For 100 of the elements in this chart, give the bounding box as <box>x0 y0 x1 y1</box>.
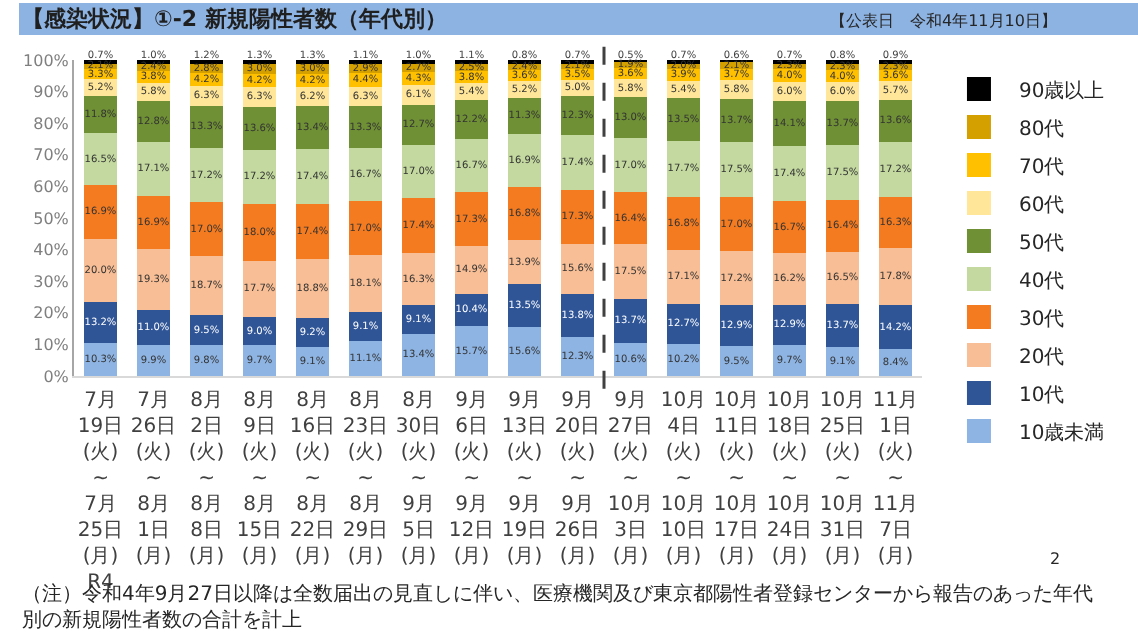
legend-label: 10歳未満 <box>1018 420 1105 445</box>
bar <box>720 98 753 142</box>
bar <box>508 240 541 285</box>
bar <box>720 305 753 346</box>
bar <box>190 105 223 148</box>
chart-title: 【感染状況】①-2 新規陽性者数（年代別） <box>22 6 447 32</box>
x-tick-label: 8月 30日 (火) ~ 9月 5日 (月) <box>395 390 442 568</box>
y-tick-label: 90% <box>33 83 70 102</box>
y-tick-label: 80% <box>33 114 70 133</box>
y-tick-label: 40% <box>33 241 70 260</box>
bar <box>402 253 435 305</box>
bar <box>826 101 859 145</box>
bar <box>667 249 700 304</box>
legend-label: 50代 <box>1018 232 1065 255</box>
bar <box>402 144 435 199</box>
bar <box>773 200 806 254</box>
bar <box>137 248 170 310</box>
bar <box>243 260 276 317</box>
x-tick-label: 8月 16日 (火) ~ 8月 22日 (月) <box>289 390 336 568</box>
legend-label: 80代 <box>1018 118 1065 141</box>
bar <box>508 133 541 188</box>
bar <box>402 104 435 145</box>
bar <box>773 253 806 305</box>
bar <box>137 141 170 196</box>
y-tick-label: 60% <box>33 178 70 196</box>
bar <box>614 192 647 244</box>
bar <box>508 284 541 327</box>
bar <box>190 202 223 256</box>
bar <box>243 345 276 376</box>
bar <box>455 326 488 376</box>
bar <box>402 198 435 254</box>
bar <box>826 303 859 348</box>
bar <box>614 299 647 343</box>
bar <box>296 258 329 319</box>
bar <box>561 244 594 294</box>
bar <box>84 185 117 239</box>
bar <box>561 337 594 376</box>
y-tick-label: 0% <box>43 367 70 386</box>
bar <box>455 246 488 294</box>
bar <box>614 138 647 193</box>
x-tick-label: 8月 2日 (火) ~ 8月 8日 (月) <box>188 390 225 568</box>
bar <box>773 145 806 201</box>
bar <box>667 303 700 344</box>
bar <box>508 326 541 376</box>
bar <box>455 191 488 247</box>
x-tick-label: 10月 4日 (火) ~ 10月 10日 (月) <box>660 390 707 568</box>
bar <box>296 106 329 149</box>
y-tick-label: 70% <box>33 146 70 165</box>
bar <box>720 250 753 306</box>
legend-label: 90歳以上 <box>1018 78 1105 103</box>
x-tick-label: 9月 27日 (火) ~ 10月 3日 (月) <box>607 390 654 568</box>
x-tick-label: 11月 1日 (火) ~ 11月 7日 (月) <box>872 390 919 568</box>
y-tick-label: 20% <box>33 304 70 323</box>
bar <box>349 148 382 202</box>
legend-label: 70代 <box>1018 156 1065 179</box>
legend-label: 20代 <box>1018 346 1065 369</box>
bar <box>667 97 700 141</box>
bar <box>296 148 329 204</box>
bar <box>561 134 594 190</box>
bar <box>84 238 117 302</box>
bar <box>455 100 488 139</box>
legend-label: 40代 <box>1018 270 1065 293</box>
x-tick-label: 9月 13日 (火) ~ 9月 19日 (月) <box>501 390 548 568</box>
x-tick-label: 8月 9日 (火) ~ 8月 15日 (月) <box>236 390 283 568</box>
bar <box>879 248 912 305</box>
bar <box>879 142 912 197</box>
bar <box>561 95 594 135</box>
y-tick-label: 30% <box>33 272 70 291</box>
x-tick-label: 9月 6日 (火) ~ 9月 12日 (月) <box>448 390 495 568</box>
bar <box>349 106 382 149</box>
bar <box>720 141 753 198</box>
x-tick-label: 8月 23日 (火) ~ 8月 29日 (月) <box>342 390 389 568</box>
bar <box>773 345 806 376</box>
y-tick-label: 50% <box>33 209 70 228</box>
bar <box>667 140 700 197</box>
bar <box>349 201 382 255</box>
text: 【公表日 令和4年11月10日】 <box>830 12 1057 30</box>
x-tick-label: 10月 18日 (火) ~ 10月 24日 (月) <box>766 390 813 568</box>
bar <box>773 101 806 146</box>
bar <box>614 243 647 300</box>
bar <box>296 203 329 259</box>
bar <box>137 195 170 249</box>
bar <box>137 101 170 142</box>
bar <box>190 147 223 203</box>
x-tick-label: 10月 25日 (火) ~ 10月 31日 (月) <box>819 390 866 568</box>
bar <box>826 199 859 252</box>
x-tick-label: 9月 20日 (火) ~ 9月 26日 (月) <box>554 390 601 568</box>
x-tick-label: 10月 11日 (火) ~ 10月 17日 (月) <box>713 390 760 568</box>
bar <box>667 196 700 250</box>
bar <box>720 197 753 251</box>
y-tick-label: 100% <box>23 51 70 70</box>
bar <box>84 133 117 186</box>
bar <box>455 139 488 192</box>
x-tick-label: 7月 26日 (火) ~ 8月 1日 (月) <box>130 390 177 568</box>
bar <box>190 255 223 316</box>
bar <box>826 144 859 200</box>
bar <box>243 204 276 261</box>
legend-label: 60代 <box>1018 194 1065 217</box>
text: （注）令和4年9月27日以降は全数届出の見直しに伴い、医療機関及び東京都陽性者登録センターから報告のあった年代別の新規陽性者数の合計を計上 <box>22 582 1093 632</box>
text: 2 <box>1050 550 1061 568</box>
